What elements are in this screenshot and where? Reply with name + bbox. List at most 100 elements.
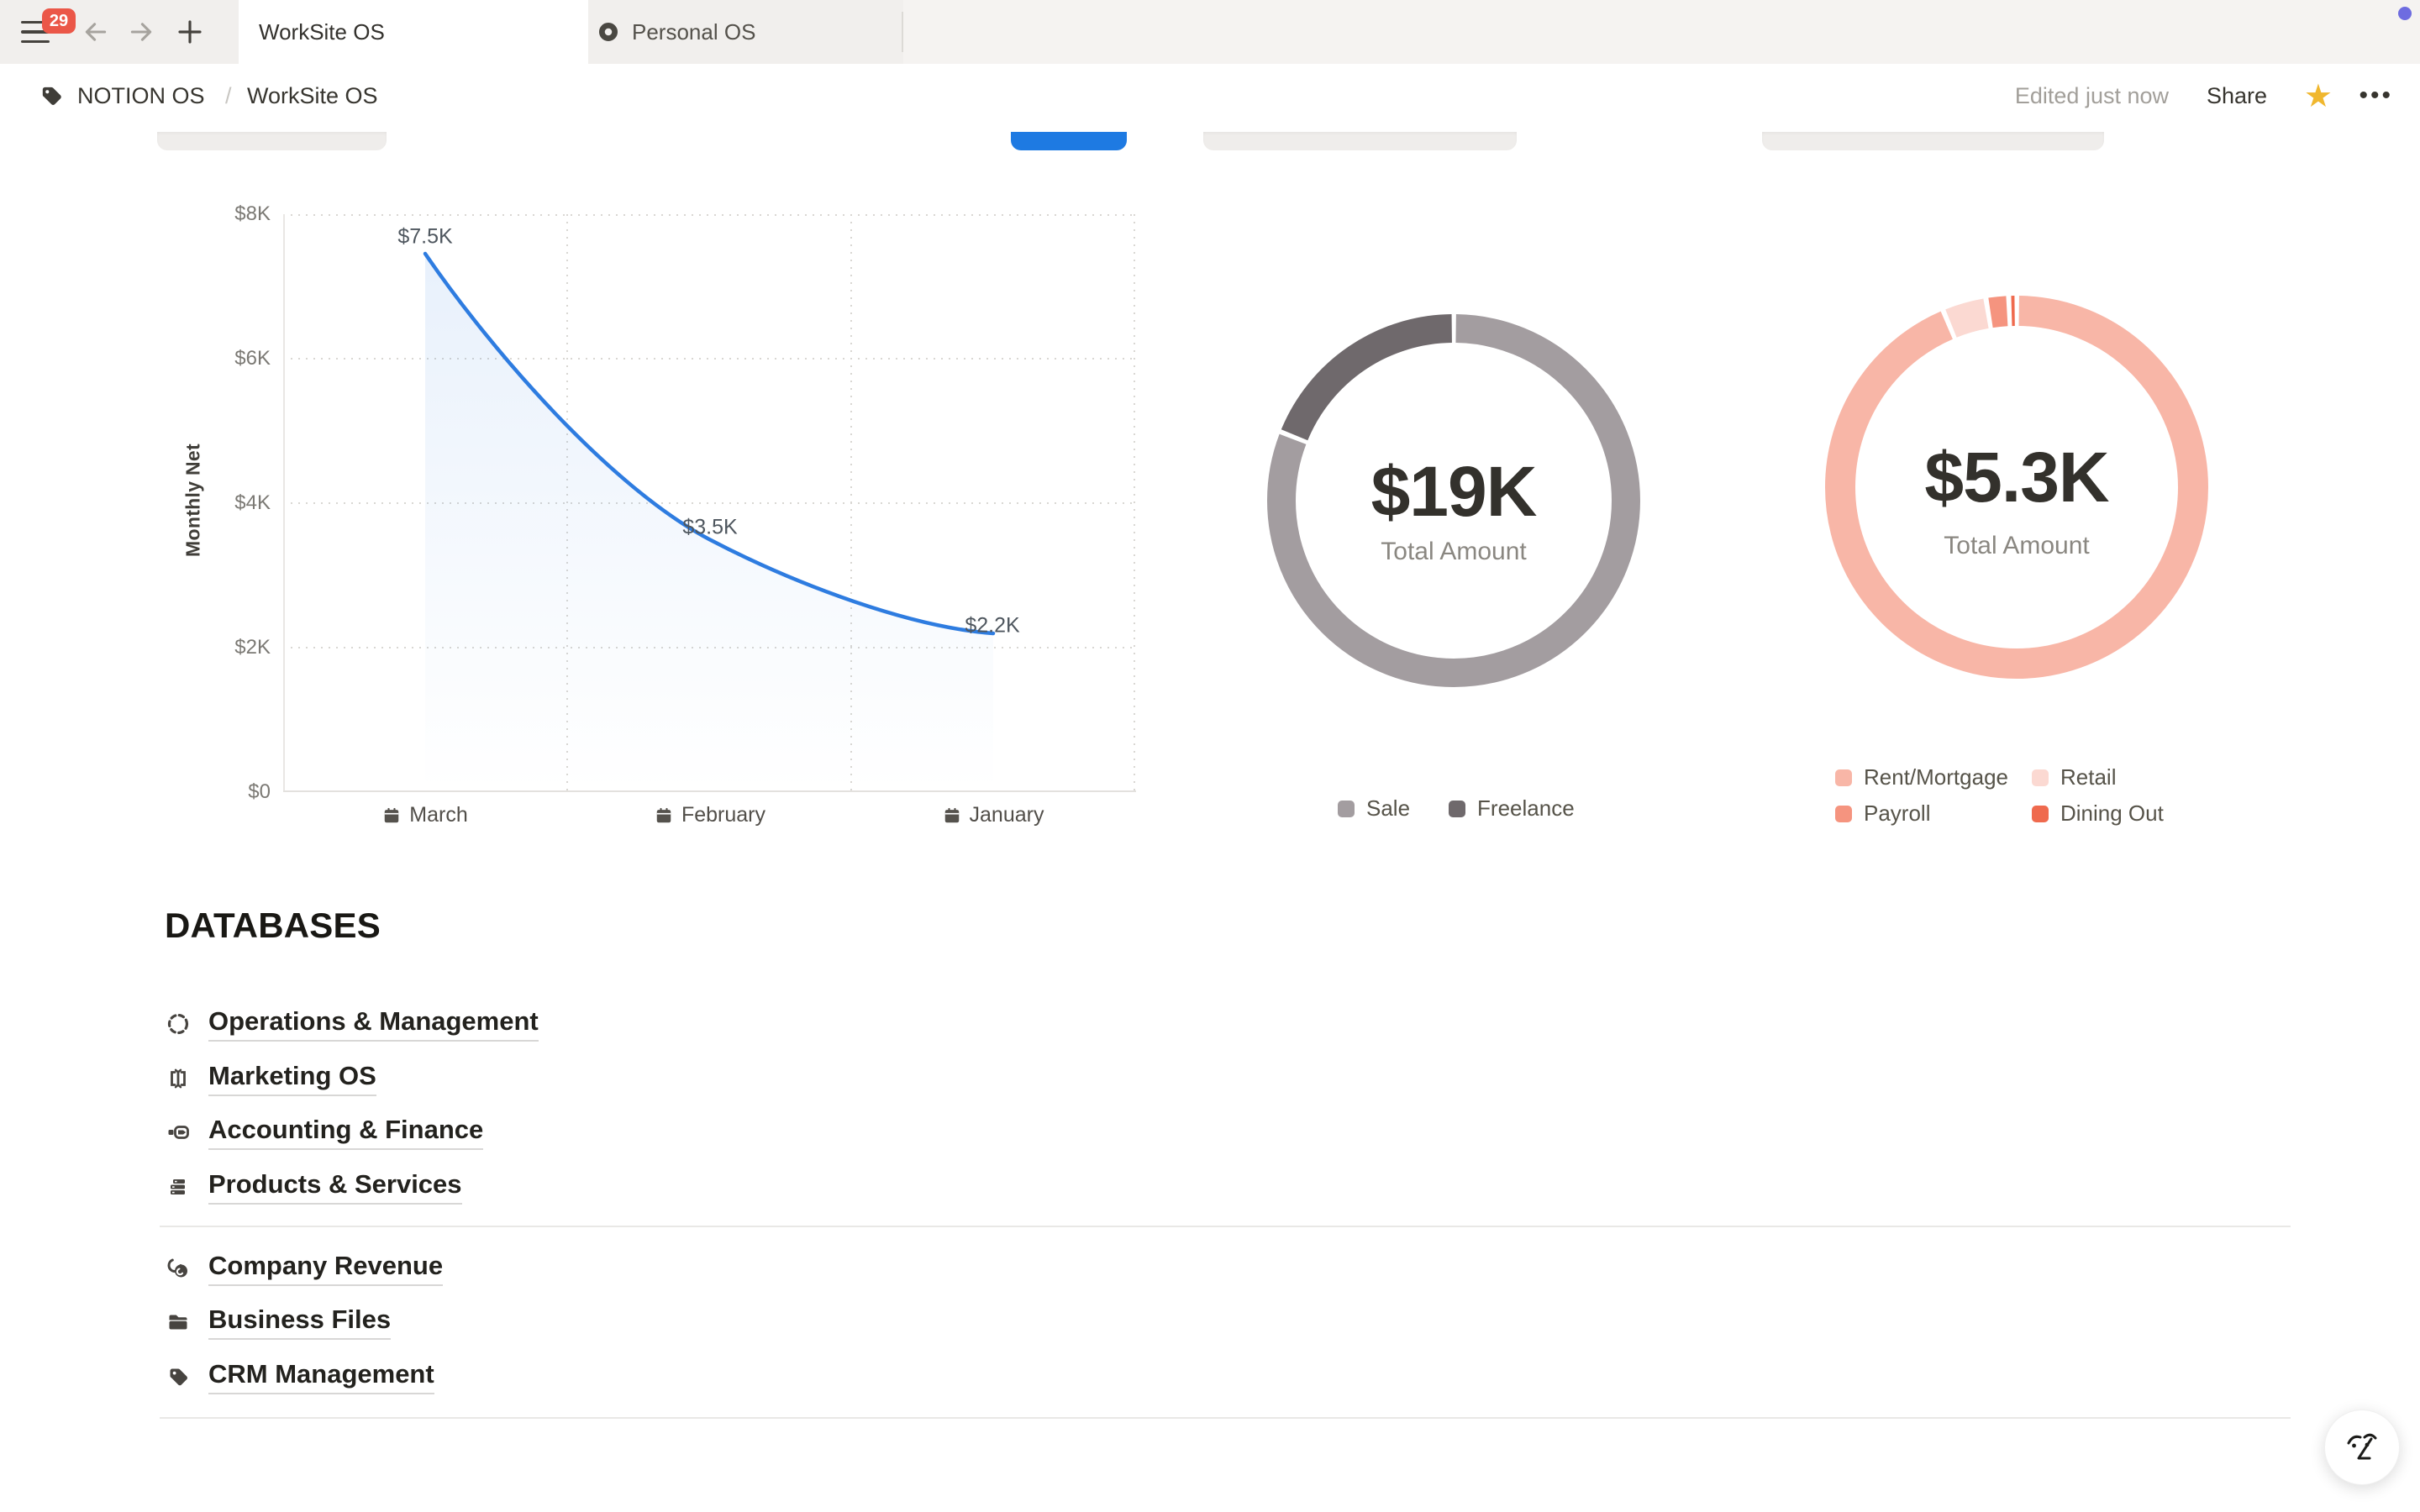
calendar-icon [655,806,673,825]
hamburger-icon [21,21,50,43]
database-link[interactable]: Operations & Management [166,1005,539,1043]
legend-item: Dining Out [2032,801,2164,827]
data-point-label: $3.5K [682,515,738,539]
plus-icon [178,20,202,44]
tab-label: Personal OS [632,18,756,45]
databases-heading: DATABASES [165,906,381,945]
tab-bar-empty-area [903,0,2420,64]
notification-badge: 29 [42,8,76,34]
tab-divider [902,12,903,52]
donut-total-label: Total Amount [1381,538,1527,565]
y-axis-tick-label: $6K [234,347,271,370]
tab-worksite-os[interactable]: WorkSite OS [239,0,588,64]
legend-item: Sale [1338,795,1410,822]
legend-swatch [2032,805,2049,822]
cut-button-1[interactable] [157,132,387,150]
database-link[interactable]: Marketing OS [166,1059,376,1098]
x-axis-category-label: February [618,803,802,827]
cut-button-3[interactable] [1762,132,2104,150]
calendar-icon [382,806,401,825]
y-axis-tick-label: $8K [234,202,271,225]
database-link[interactable]: Business Files [166,1303,392,1341]
favorite-star-icon[interactable]: ★ [2303,78,2333,114]
month-label: January [969,803,1044,827]
x-axis-category-label: January [901,803,1086,827]
legend-swatch [2032,769,2049,786]
section-divider [160,1417,2291,1419]
y-axis-tick-label: $0 [248,780,271,803]
legend-item: Payroll [1835,801,2032,827]
forward-button[interactable] [126,17,156,47]
window-tab-bar: 29 WorkSite OS Personal OS [0,0,2420,64]
income-donut-legend: Sale Freelance [1338,795,1575,822]
database-link-label: Operations & Management [208,1006,539,1042]
donut-total-value: $19K [1370,452,1538,531]
y-axis-tick-label: $2K [234,636,271,659]
legend-swatch [1449,800,1466,817]
donut-total-value: $5.3K [1924,438,2109,517]
database-link-label: Accounting & Finance [208,1115,484,1150]
cut-button-selected[interactable] [1011,132,1127,150]
page-header: NOTION OS / WorkSite OS Edited just now … [0,64,2420,128]
edited-status: Edited just now [2014,82,2169,108]
personal-os-favicon [598,22,618,42]
breadcrumb-root[interactable]: NOTION OS [77,82,205,108]
expenses-donut-chart [1815,286,2218,689]
database-link[interactable]: Accounting & Finance [166,1113,484,1152]
dashed-circle-icon [166,1012,190,1036]
notion-ai-face-icon [2347,1433,2377,1460]
tag-icon [166,1365,190,1389]
notion-ai-button[interactable] [2324,1410,2400,1485]
share-button[interactable]: Share [2206,82,2267,108]
donut-total-label: Total Amount [1944,532,2090,559]
arrow-left-icon [85,23,107,41]
tab-label: WorkSite OS [259,18,385,45]
database-link[interactable]: Products & Services [166,1168,462,1206]
data-point-label: $2.2K [965,613,1020,638]
legend-item: Retail [2032,764,2164,790]
page-tag-icon [39,64,64,128]
cut-button-2[interactable] [1203,132,1517,150]
new-tab-button[interactable] [175,17,205,47]
expenses-donut-legend: Rent/Mortgage Retail Payroll Dining Out [1835,764,2164,827]
sidebar-menu-button[interactable] [20,17,50,47]
monthly-net-line-chart [283,214,1136,792]
ab-test-icon [166,1067,190,1090]
legend-item: Freelance [1449,795,1575,822]
transfer-icon [166,1121,190,1144]
database-link-label: CRM Management [208,1359,434,1394]
legend-swatch [1835,769,1852,786]
legend-label: Dining Out [2060,801,2164,826]
donut-segment [1825,296,2208,679]
database-link-label: Products & Services [208,1169,462,1205]
month-label: March [409,803,468,827]
coins-icon [166,1257,190,1280]
database-link-label: Marketing OS [208,1061,376,1096]
legend-label: Freelance [1477,795,1575,821]
more-options-button[interactable]: ••• [2359,81,2393,109]
back-button[interactable] [81,17,111,47]
donut-segment [1267,314,1640,687]
y-axis-tick-label: $4K [234,491,271,514]
update-indicator-dot [2398,7,2412,20]
month-label: February [681,803,766,827]
section-divider [160,1226,2291,1227]
stack-icon [166,1175,190,1199]
legend-swatch [1835,805,1852,822]
breadcrumb-current[interactable]: WorkSite OS [247,82,378,108]
legend-label: Sale [1366,795,1411,821]
legend-swatch [1338,800,1355,817]
database-link[interactable]: CRM Management [166,1357,434,1396]
legend-label: Payroll [1864,801,1931,826]
legend-label: Rent/Mortgage [1864,764,2008,790]
arrow-right-icon [130,23,152,41]
folder-icon [166,1310,190,1334]
database-link-label: Business Files [208,1305,392,1340]
tab-personal-os[interactable]: Personal OS [568,0,932,64]
calendar-icon [943,806,961,825]
income-donut-chart [1252,299,1655,702]
legend-label: Retail [2060,764,2117,790]
data-point-label: $7.5K [397,224,453,249]
database-link[interactable]: Company Revenue [166,1249,444,1288]
